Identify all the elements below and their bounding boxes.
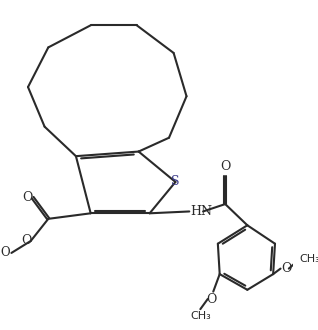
Text: CH₃: CH₃	[190, 311, 211, 321]
Text: O: O	[21, 234, 31, 248]
Text: S: S	[171, 176, 180, 188]
Text: O: O	[206, 293, 217, 307]
Text: HN: HN	[190, 205, 212, 218]
Text: O: O	[281, 262, 292, 275]
Text: CH₃: CH₃	[299, 254, 318, 264]
Text: O: O	[22, 191, 32, 204]
Text: O: O	[220, 160, 231, 173]
Text: O: O	[1, 247, 10, 259]
